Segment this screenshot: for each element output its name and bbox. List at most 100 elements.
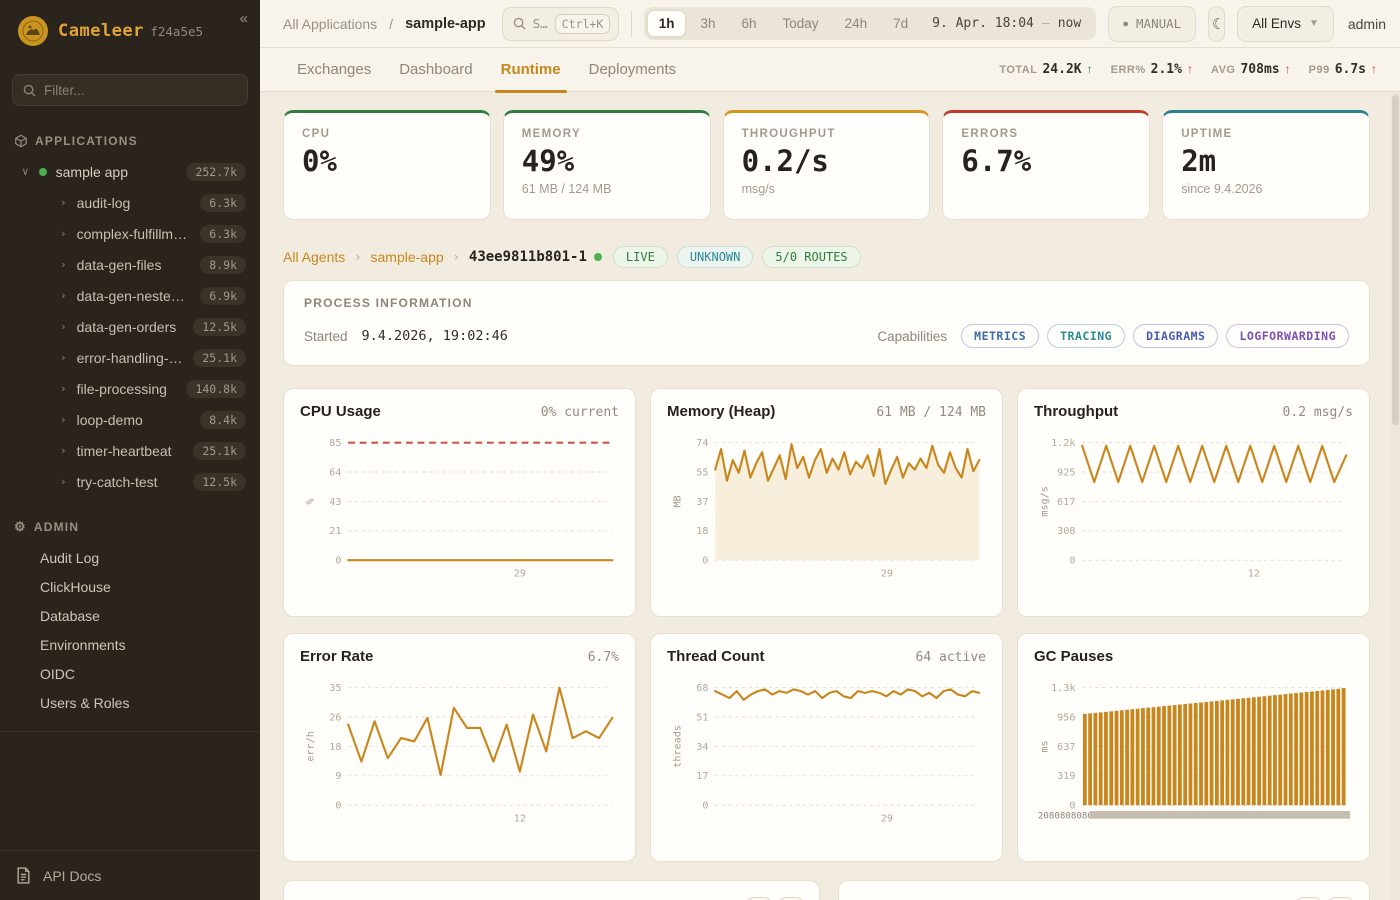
chart-title: Throughput <box>1034 403 1119 420</box>
search-placeholder: S… <box>532 16 548 31</box>
chart-card-cpu-usage: CPU Usage 0% current 85 64 43 21 0% 29 <box>283 388 636 617</box>
svg-text:43: 43 <box>329 497 341 508</box>
breadcrumb-root[interactable]: All Applications <box>283 15 378 32</box>
api-docs-link[interactable]: API Docs <box>0 850 260 900</box>
sidebar-app-sample-app[interactable]: ∨ sample app 252.7k <box>0 156 260 187</box>
svg-text:MB: MB <box>672 495 683 507</box>
time-range-24h[interactable]: 24h <box>833 10 880 37</box>
svg-text:319: 319 <box>1057 771 1075 782</box>
sidebar-route-item[interactable]: › audit-log 6.3k <box>0 187 260 218</box>
svg-text:74: 74 <box>696 438 708 449</box>
charts-row-1: CPU Usage 0% current 85 64 43 21 0% 29 Memory (H… <box>283 388 1370 617</box>
scrollbar-thumb[interactable] <box>1392 95 1399 425</box>
chart-canvas-thread-count: 68 51 34 17 0 threads 29 <box>672 683 981 825</box>
chart-current-value: 6.7% <box>587 650 619 665</box>
sidebar-route-item[interactable]: › timer-heartbeat 25.1k <box>0 435 260 466</box>
time-range-3h[interactable]: 3h <box>688 10 727 37</box>
breadcrumb-separator: / <box>389 15 394 32</box>
sidebar-item-clickhouse[interactable]: ClickHouse <box>40 578 111 595</box>
sidebar-item-environments[interactable]: Environments <box>40 636 126 653</box>
svg-text:%: % <box>305 498 316 504</box>
chevron-right-icon: › <box>60 289 67 302</box>
agents-link[interactable]: All Agents <box>283 249 346 265</box>
time-range-today[interactable]: Today <box>771 10 831 37</box>
tab-exchanges[interactable]: Exchanges <box>297 61 372 78</box>
sidebar-route-item[interactable]: › try-catch-test 12.5k <box>0 466 260 497</box>
breadcrumb-current: sample-app <box>405 15 486 32</box>
route-name: data-gen-orders <box>76 318 177 335</box>
status-badge-5-0-routes: 5/0 ROUTES <box>762 246 861 268</box>
sidebar-item-users-roles[interactable]: Users & Roles <box>40 694 130 711</box>
metric-label: MEMORY <box>521 128 581 140</box>
dark-mode-toggle[interactable]: ☾ <box>1208 5 1226 42</box>
chart-canvas-throughput: 1.2k 925 617 308 0 msg/s 12 <box>1039 438 1348 580</box>
sidebar: Cameleer f24a5e5 « Filter... APPLICATION… <box>0 0 260 900</box>
route-count-badge: 140.8k <box>186 379 246 398</box>
svg-text:925: 925 <box>1057 467 1075 478</box>
tab-deployments[interactable]: Deployments <box>588 61 677 78</box>
agent-app-link[interactable]: sample-app <box>370 249 444 265</box>
time-range-7d[interactable]: 7d <box>881 10 920 37</box>
route-name: complex-fulfillm… <box>76 225 188 242</box>
metric-value: 2m <box>1181 144 1217 178</box>
agent-id: 43ee9811b801-1 <box>468 249 587 265</box>
sidebar-route-item[interactable]: › loop-demo 8.4k <box>0 404 260 435</box>
sidebar-item-audit-log[interactable]: Audit Log <box>40 549 100 566</box>
svg-text:21: 21 <box>329 526 341 537</box>
admin-label: ADMIN <box>33 520 80 534</box>
sidebar-item-database[interactable]: Database <box>40 607 100 624</box>
chart-title: Thread Count <box>667 648 765 665</box>
chevron-right-icon: › <box>452 250 460 264</box>
env-select[interactable]: All Envs ▼ <box>1237 5 1334 42</box>
svg-text:34: 34 <box>696 742 708 753</box>
sidebar-collapse-icon[interactable]: « <box>239 10 248 27</box>
metric-subtext: 61 MB / 124 MB <box>521 181 612 196</box>
charts-row-2: Error Rate 6.7% 35 26 18 9 0 err/h 12 Thread Coun… <box>283 633 1370 862</box>
agent-badges: LIVE UNKNOWN 5/0 ROUTES <box>612 246 861 268</box>
route-count-badge: 6.3k <box>200 224 246 243</box>
time-range-6h[interactable]: 6h <box>730 10 769 37</box>
sidebar-route-item[interactable]: › file-processing 140.8k <box>0 373 260 404</box>
sidebar-route-item[interactable]: › data-gen-files 8.9k <box>0 249 260 280</box>
svg-text:637: 637 <box>1057 742 1075 753</box>
sidebar-route-item[interactable]: › error-handling-… 25.1k <box>0 342 260 373</box>
stat-label: ERR% <box>1110 64 1146 76</box>
stat-total: TOTAL 24.2K ↑ <box>999 62 1092 77</box>
sidebar-route-item[interactable]: › complex-fulfillm… 6.3k <box>0 218 260 249</box>
global-search-button[interactable]: S… Ctrl+K <box>501 6 620 41</box>
scrollbar-track[interactable] <box>1391 93 1400 900</box>
chart-card-error-rate: Error Rate 6.7% 35 26 18 9 0 err/h 12 <box>283 633 636 862</box>
time-range-1h[interactable]: 1h <box>646 10 687 37</box>
chart-card-gc-pauses: GC Pauses1.3k9566373190ms208080808080808… <box>1017 633 1370 862</box>
svg-text:85: 85 <box>329 438 341 449</box>
app-name: sample app <box>55 163 129 180</box>
sidebar-header: Cameleer f24a5e5 « <box>0 0 260 60</box>
brand-name: Cameleer <box>58 21 144 41</box>
sidebar-route-item[interactable]: › data-gen-orders 12.5k <box>0 311 260 342</box>
route-count-badge: 25.1k <box>193 441 246 460</box>
sidebar-route-item[interactable]: › data-gen-neste… 6.9k <box>0 280 260 311</box>
metric-card-memory: MEMORY 49% 61 MB / 124 MB <box>502 110 711 220</box>
tab-dashboard[interactable]: Dashboard <box>399 61 473 78</box>
manual-refresh-button[interactable]: ● MANUAL <box>1108 5 1197 42</box>
svg-text:308: 308 <box>1057 526 1075 537</box>
gc-x-scrollbar <box>1089 811 1351 819</box>
route-count-badge: 12.5k <box>193 317 246 336</box>
time-range-display[interactable]: 9. Apr. 18:04 — now <box>922 16 1093 31</box>
chevron-right-icon: › <box>354 250 362 264</box>
chevron-right-icon: › <box>60 413 67 426</box>
svg-text:29: 29 <box>514 569 526 580</box>
bottom-panels: APPLICATION LOG 100 entries ↓ ⟳ Timeline… <box>283 880 1370 900</box>
svg-text:12: 12 <box>1248 569 1260 580</box>
sidebar-filter-input[interactable]: Filter... <box>12 74 248 106</box>
stat-p99: P99 6.7s ↑ <box>1309 62 1377 77</box>
route-count-badge: 8.9k <box>200 255 246 274</box>
document-icon <box>17 867 30 884</box>
chart-card-throughput: Throughput 0.2 msg/s 1.2k 925 617 308 0 msg/s 12 <box>1017 388 1370 617</box>
gear-icon: ⚙ <box>14 519 27 534</box>
chart-current-value: 0% current <box>540 405 619 420</box>
sidebar-item-oidc[interactable]: OIDC <box>40 665 75 682</box>
route-name: data-gen-files <box>76 256 162 273</box>
svg-text:ms: ms <box>1039 740 1050 752</box>
tab-runtime[interactable]: Runtime <box>487 48 575 93</box>
